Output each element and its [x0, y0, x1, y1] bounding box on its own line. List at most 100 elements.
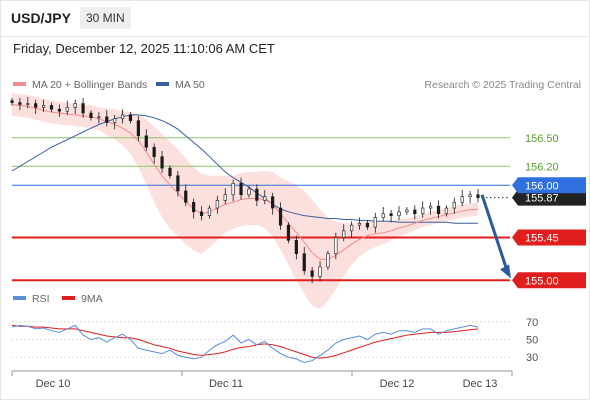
x-tick-label: Dec 11 — [209, 378, 243, 390]
candle-body — [207, 207, 212, 216]
candle-body — [326, 253, 330, 268]
level-label-155.45-bg — [512, 229, 586, 246]
candle-body — [365, 222, 370, 228]
candle-body — [120, 114, 125, 120]
rsi-tick-50: 50 — [526, 335, 538, 347]
legend-rsi-ma: 9MA — [62, 293, 103, 305]
candle-body — [49, 105, 54, 110]
candle-body — [160, 156, 164, 169]
candle-body — [89, 112, 93, 119]
ma50-line — [11, 114, 478, 224]
candle-body — [26, 103, 30, 105]
last-price-label: 155.87 — [525, 193, 559, 205]
candle-body — [57, 108, 61, 112]
bollinger-band — [12, 93, 478, 309]
candle-body — [263, 196, 267, 201]
candle-body — [239, 183, 243, 196]
candle-body — [247, 188, 251, 196]
candle-body — [41, 105, 46, 108]
candle-body — [184, 190, 188, 203]
candle-body — [357, 222, 362, 226]
candle-body — [413, 209, 417, 215]
candle-body — [444, 207, 449, 215]
ma50-swatch — [156, 82, 169, 87]
ma20-label: MA 20 + Bollinger Bands — [32, 79, 148, 91]
candle-body — [10, 100, 14, 103]
candle-body — [231, 183, 235, 196]
last-price-label-bg — [512, 189, 586, 206]
rsi-ma-swatch — [62, 296, 75, 301]
candle-body — [105, 116, 109, 123]
candle-body — [18, 102, 22, 105]
candle-body — [73, 103, 77, 108]
candle-body — [294, 240, 298, 254]
candle-body — [176, 175, 180, 192]
candle-body — [168, 167, 172, 177]
ma20-swatch — [13, 82, 26, 87]
x-tick-label: Dec 13 — [463, 378, 498, 390]
candle-body — [34, 103, 38, 108]
candle-body — [255, 188, 259, 201]
chart-header: USD/JPY 30 MIN — [0, 0, 590, 37]
candle-body — [302, 253, 306, 272]
legend-ma20: MA 20 + Bollinger Bands — [13, 79, 147, 91]
rsi-label: RSI — [32, 293, 50, 305]
rsi-ma-line — [11, 324, 479, 359]
rsi-ma-label: 9MA — [81, 293, 103, 305]
candles — [10, 96, 480, 284]
candle-body — [350, 224, 354, 232]
candle-body — [468, 194, 472, 197]
candle-body — [65, 107, 69, 112]
x-tick-label: Dec 10 — [36, 378, 71, 390]
candle-body — [113, 118, 117, 123]
candle-body — [192, 202, 196, 213]
rsi-tick-70: 70 — [526, 317, 538, 329]
candle-body — [460, 196, 464, 203]
rsi-swatch — [13, 296, 26, 301]
candle-body — [334, 237, 338, 254]
candle-body — [405, 209, 409, 213]
level-label-155.00-bg — [512, 272, 586, 289]
candle-body — [199, 211, 204, 216]
timeframe-badge[interactable]: 30 MIN — [80, 7, 131, 29]
timestamp: Friday, December 12, 2025 11:10:06 AM CE… — [13, 41, 275, 56]
level-label-156.00-bg — [512, 177, 586, 194]
candle-body — [81, 103, 85, 114]
symbol-label: USD/JPY — [11, 10, 71, 26]
level-label-155.45: 155.45 — [525, 233, 559, 245]
legend-rsi: RSI — [13, 293, 50, 305]
x-tick-label: Dec 12 — [380, 378, 415, 390]
forecast-arrow — [480, 194, 509, 271]
forecast-arrow-head — [500, 264, 511, 279]
candle-body — [381, 213, 385, 218]
rsi-line — [11, 324, 479, 364]
candle-body — [389, 213, 393, 216]
candle-body — [397, 211, 401, 216]
candle-body — [271, 196, 275, 209]
candle-body — [310, 270, 314, 277]
candle-body — [286, 224, 291, 241]
candle-body — [136, 120, 140, 137]
candle-body — [452, 202, 456, 209]
candle-body — [278, 207, 283, 226]
candle-body — [223, 194, 227, 201]
ma50-label: MA 50 — [175, 79, 205, 91]
candle-body — [318, 266, 322, 277]
candle-body — [429, 205, 433, 209]
candle-body — [128, 114, 133, 121]
level-label-156.00: 156.00 — [525, 180, 559, 192]
candle-body — [342, 230, 346, 238]
candle-body — [152, 146, 156, 158]
level-label-156.50: 156.50 — [525, 133, 559, 145]
candle-body — [144, 135, 148, 148]
candle-body — [373, 217, 377, 228]
research-credit: Research © 2025 Trading Central — [424, 79, 581, 91]
candle-body — [421, 207, 425, 215]
level-label-156.20: 156.20 — [525, 161, 559, 173]
level-label-155.00: 155.00 — [525, 275, 559, 287]
candle-body — [436, 205, 441, 215]
candle-body — [97, 116, 101, 119]
rsi-tick-30: 30 — [526, 352, 538, 364]
candle-body — [215, 200, 219, 209]
